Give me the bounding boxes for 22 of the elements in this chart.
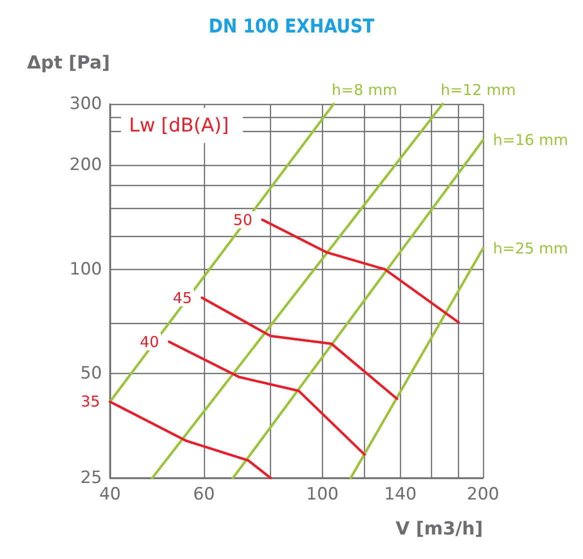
y-tick-label: 50: [80, 364, 102, 384]
series-label: 35: [80, 392, 100, 411]
series-label: h=8 mm: [332, 81, 398, 99]
series-label: 50: [233, 210, 252, 229]
x-tick-label: 200: [466, 484, 500, 504]
x-tick-label: 40: [99, 484, 121, 504]
y-axis-title: Δpt [Pa]: [27, 52, 110, 74]
y-tick-label: 300: [70, 94, 102, 114]
annotation: Lw [dB(A)]: [129, 114, 229, 136]
series-label: 45: [172, 288, 192, 307]
x-tick-label: 100: [306, 484, 339, 504]
x-axis-title: V [m3/h]: [396, 518, 483, 540]
y-tick-label: 100: [70, 259, 102, 280]
chart-title: DN 100 EXHAUST: [208, 16, 375, 38]
y-tick-label: 200: [70, 155, 102, 176]
series-label: h=16 mm: [493, 131, 568, 150]
series-label: 40: [140, 332, 160, 351]
y-tick-label: 25: [80, 468, 102, 488]
series-label: h=12 mm: [440, 81, 516, 99]
x-tick-label: 60: [193, 484, 215, 504]
x-tick-label: 140: [384, 484, 417, 504]
series-label: h=25 mm: [493, 239, 568, 258]
